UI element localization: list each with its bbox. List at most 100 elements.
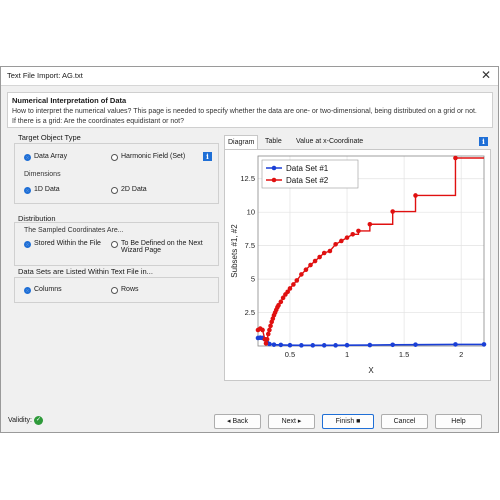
- tab-value-at-x[interactable]: Value at x-Coordinate: [296, 138, 364, 145]
- data-point: [321, 343, 327, 348]
- radio-label: 1D Data: [34, 186, 60, 193]
- data-point: [453, 342, 458, 347]
- tab-table[interactable]: Table: [265, 138, 282, 145]
- radio-label: Rows: [121, 286, 139, 293]
- legend-entry: Data Set #2: [286, 176, 329, 185]
- data-point: [303, 267, 309, 273]
- x-tick-label: 2: [459, 350, 463, 359]
- radio-dot-selected: [24, 286, 31, 294]
- data-point: [267, 341, 272, 347]
- data-point: [267, 327, 272, 333]
- legend-box: [261, 159, 359, 189]
- radio-harmonic-field[interactable]: Harmonic Field (Set): [111, 153, 185, 161]
- radio-label: 2D Data: [121, 186, 147, 193]
- data-point: [367, 342, 373, 348]
- legend-swatch-marker: [271, 177, 277, 183]
- data-point: [280, 295, 286, 301]
- data-point: [312, 258, 318, 264]
- diagram-pane: 0.5 1 1.5 2 2.5 5 7.5 10 12.5 X Subsets #1, #2 Data…: [224, 149, 491, 381]
- data-point: [344, 235, 350, 240]
- close-icon[interactable]: ✕: [480, 68, 491, 82]
- dimensions-label: Dimensions: [24, 171, 61, 178]
- data-point: [299, 343, 304, 348]
- page-title: Numerical Interpretation of Data: [12, 96, 127, 105]
- datasets-listed-group: [14, 277, 219, 303]
- legend-entry: Data Set #1: [286, 164, 329, 173]
- page-description: How to interpret the numerical values? T…: [12, 108, 477, 125]
- help-button[interactable]: Help: [435, 414, 482, 429]
- radio-rows[interactable]: Rows: [111, 286, 139, 294]
- radio-label: Data Array: [34, 153, 68, 160]
- radio-label: Columns: [34, 286, 62, 293]
- radio-dot-selected: [24, 240, 31, 248]
- data-point: [350, 231, 356, 237]
- radio-dot: [111, 286, 118, 294]
- data-point: [333, 242, 338, 247]
- radio-1d-data[interactable]: 1D Data: [24, 186, 60, 194]
- data-point: [413, 193, 418, 198]
- x-axis-label: X: [368, 366, 374, 375]
- target-object-title: Target Object Type: [18, 133, 81, 142]
- radio-stored-within-file[interactable]: Stored Within the File: [24, 240, 104, 248]
- data-point: [268, 323, 273, 329]
- info-icon[interactable]: i: [479, 137, 488, 146]
- radio-next-wizard-page[interactable]: To Be Defined on the Next Wizard Page: [111, 240, 211, 254]
- data-point: [278, 299, 284, 305]
- finish-button[interactable]: Finish ■: [322, 414, 374, 429]
- validity-indicator: Validity: ✓: [8, 416, 43, 425]
- data-point: [278, 342, 284, 348]
- y-tick-label: 2.5: [245, 308, 255, 317]
- radio-dot-selected: [24, 153, 31, 161]
- radio-dot: [111, 240, 118, 248]
- data-point: [333, 343, 338, 348]
- radio-dot-selected: [24, 186, 31, 194]
- data-point: [321, 250, 327, 256]
- tab-diagram[interactable]: Diagram: [224, 135, 259, 149]
- data-point: [344, 342, 350, 348]
- next-button[interactable]: Next ▸: [268, 414, 315, 429]
- radio-dot: [111, 153, 118, 161]
- target-object-group: [14, 143, 219, 204]
- validity-label: Validity:: [8, 417, 32, 424]
- data-point: [287, 342, 293, 348]
- info-icon[interactable]: i: [203, 152, 212, 161]
- page-header: Numerical Interpretation of Data How to …: [7, 92, 493, 128]
- data-point: [339, 238, 344, 244]
- x-tick-label: 1.5: [399, 350, 409, 359]
- distribution-title: Distribution: [18, 214, 56, 223]
- chart[interactable]: 0.5 1 1.5 2 2.5 5 7.5 10 12.5 X Subsets #1, #2 Data…: [225, 150, 490, 380]
- data-point: [265, 331, 271, 337]
- y-tick-label: 10: [247, 208, 255, 217]
- distribution-subtitle: The Sampled Coordinates Are...: [24, 227, 124, 234]
- data-point: [310, 343, 316, 348]
- y-tick-label: 5: [251, 275, 255, 284]
- cancel-button[interactable]: Cancel: [381, 414, 428, 429]
- data-point: [264, 337, 270, 342]
- radio-columns[interactable]: Columns: [24, 286, 62, 294]
- data-point: [276, 302, 281, 308]
- radio-data-array[interactable]: Data Array: [24, 153, 67, 161]
- data-point: [356, 228, 361, 234]
- radio-2d-data[interactable]: 2D Data: [111, 186, 147, 194]
- datasets-listed-title: Data Sets are Listed Within Text File in…: [18, 267, 153, 276]
- radio-label: Harmonic Field (Set): [121, 153, 186, 160]
- x-tick-label: 1: [345, 350, 349, 359]
- distribution-group: [14, 222, 219, 266]
- data-point: [367, 221, 373, 227]
- legend-swatch-marker: [271, 165, 277, 171]
- radio-dot: [111, 186, 118, 194]
- x-tick-label: 0.5: [285, 350, 295, 359]
- data-point: [291, 282, 296, 287]
- radio-label: Stored Within the File: [34, 240, 101, 247]
- y-axis-label: Subsets #1, #2: [230, 224, 239, 278]
- data-point: [390, 342, 395, 348]
- data-point: [299, 272, 304, 277]
- data-point: [260, 327, 265, 333]
- data-point: [327, 248, 333, 254]
- radio-label: To Be Defined on the Next Wizard Page: [121, 240, 203, 254]
- data-point: [413, 342, 418, 347]
- y-tick-label: 12.5: [240, 174, 255, 183]
- back-button[interactable]: ◂ Back: [214, 414, 261, 429]
- data-point: [271, 342, 277, 347]
- data-point: [453, 155, 458, 161]
